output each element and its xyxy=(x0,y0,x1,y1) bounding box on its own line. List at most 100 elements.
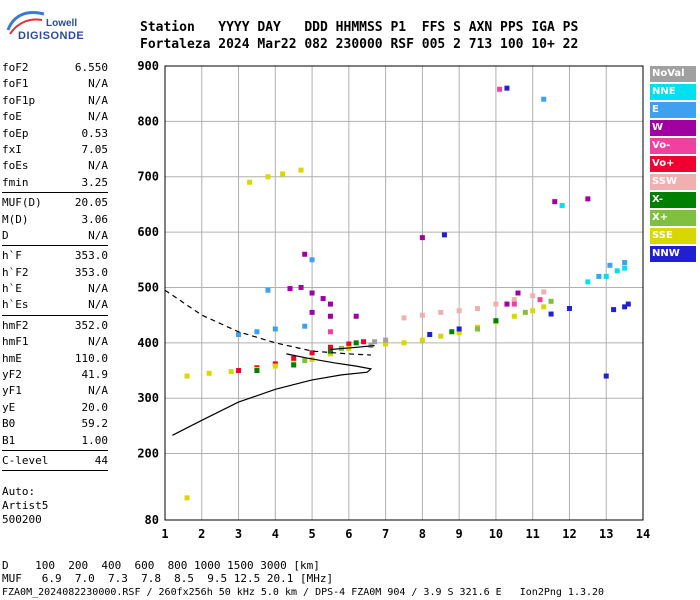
data-point xyxy=(247,179,253,185)
param-row: foF1 N/A xyxy=(2,76,108,92)
data-point xyxy=(302,358,308,364)
param-separator xyxy=(2,449,108,451)
param-name: yE xyxy=(2,400,16,414)
autoscaling-info: Auto: Artist5 500200 xyxy=(2,485,48,527)
param-name: foEp xyxy=(2,126,29,140)
data-point xyxy=(607,262,613,268)
legend-item: W xyxy=(650,120,696,136)
param-group-1: foF2 6.550 foF1 N/A foF1p N/A foE N/A foEp 0.53 fx… xyxy=(2,60,108,191)
param-name: C-level xyxy=(2,453,49,467)
data-point xyxy=(541,96,547,102)
data-point xyxy=(206,370,212,376)
data-point xyxy=(309,257,315,263)
param-row: foF2 6.550 xyxy=(2,60,108,76)
data-point xyxy=(603,373,609,379)
data-point xyxy=(327,329,333,335)
data-point xyxy=(291,355,297,361)
param-value: 353.0 xyxy=(74,265,108,279)
param-value: 59.2 xyxy=(81,417,109,431)
data-point xyxy=(361,339,367,345)
param-name: hmF1 xyxy=(2,335,29,349)
profile-curve xyxy=(164,289,371,356)
data-point xyxy=(585,196,591,202)
data-point xyxy=(302,251,308,257)
param-value: N/A xyxy=(88,110,108,124)
param-group-3: h`F 353.0 h`F2 353.0 h`E N/A h`Es N/A xyxy=(2,248,108,314)
data-point xyxy=(327,313,333,319)
x-tick-label: 14 xyxy=(636,527,650,541)
param-value: 3.06 xyxy=(81,212,109,226)
data-point xyxy=(265,287,271,293)
param-name: MUF(D) xyxy=(2,196,42,210)
param-value: N/A xyxy=(88,335,108,349)
param-row: foEp 0.53 xyxy=(2,126,108,142)
data-point xyxy=(548,298,554,304)
data-point xyxy=(441,232,447,238)
param-value: 41.9 xyxy=(81,368,109,382)
param-name: fxI xyxy=(2,142,22,156)
data-point xyxy=(475,306,481,312)
param-name: h`E xyxy=(2,282,22,296)
data-point xyxy=(530,308,536,314)
data-point xyxy=(497,86,503,92)
param-value: 353.0 xyxy=(74,249,108,263)
x-tick-label: 9 xyxy=(456,527,463,541)
auto-version: 500200 xyxy=(2,513,42,526)
data-point xyxy=(504,85,510,91)
param-name: foF1 xyxy=(2,77,29,91)
data-point xyxy=(603,273,609,279)
data-point xyxy=(449,329,455,335)
x-tick-label: 4 xyxy=(272,527,279,541)
param-name: foE xyxy=(2,110,22,124)
x-tick-label: 12 xyxy=(562,527,576,541)
param-separator xyxy=(2,314,108,316)
param-separator xyxy=(2,470,108,472)
data-point xyxy=(427,332,433,338)
param-name: foF1p xyxy=(2,93,36,107)
param-value: N/A xyxy=(88,298,108,312)
data-point xyxy=(383,341,389,347)
data-point xyxy=(184,495,190,501)
param-row: h`Es N/A xyxy=(2,297,108,313)
param-row: hmF1 N/A xyxy=(2,334,108,350)
legend-item: SSW xyxy=(650,174,696,190)
digisonde-logo: Lowell DIGISONDE xyxy=(6,6,84,46)
param-name: foEs xyxy=(2,159,29,173)
legend-item: X+ xyxy=(650,210,696,226)
data-point xyxy=(622,260,628,266)
y-tick-label: 600 xyxy=(137,225,159,239)
data-point xyxy=(552,199,558,205)
legend-item: NNW xyxy=(650,246,696,262)
param-value: 0.53 xyxy=(81,126,109,140)
param-row: yE 20.0 xyxy=(2,400,108,416)
profile-curve xyxy=(330,345,375,351)
legend-item: SSE xyxy=(650,228,696,244)
data-point xyxy=(515,290,521,296)
param-name: yF2 xyxy=(2,368,22,382)
data-point xyxy=(383,337,389,343)
x-tick-label: 5 xyxy=(308,527,315,541)
param-value: N/A xyxy=(88,93,108,107)
legend-item: NNE xyxy=(650,84,696,100)
data-point xyxy=(541,304,547,310)
param-name: fmin xyxy=(2,175,29,189)
data-point xyxy=(291,362,297,368)
param-value: 6.550 xyxy=(74,61,108,74)
data-point xyxy=(522,309,528,315)
y-tick-label: 500 xyxy=(137,280,159,294)
legend-item: X- xyxy=(650,192,696,208)
param-row: h`F 353.0 xyxy=(2,248,108,264)
parameter-panel: foF2 6.550 foF1 N/A foF1p N/A foE N/A foEp 0.53 fx… xyxy=(2,60,108,473)
y-tick-label: 800 xyxy=(137,114,159,128)
param-value: 44 xyxy=(94,453,108,467)
data-point xyxy=(611,307,617,313)
data-point xyxy=(419,235,425,241)
param-name: D xyxy=(2,228,9,242)
param-row: h`E N/A xyxy=(2,281,108,297)
param-value: 7.05 xyxy=(81,142,109,156)
param-row: D N/A xyxy=(2,228,108,244)
param-row: foF1p N/A xyxy=(2,93,108,109)
param-name: h`F xyxy=(2,249,22,263)
data-point xyxy=(346,341,352,347)
header-values: Fortaleza 2024 Mar22 082 230000 RSF 005 … xyxy=(140,37,579,52)
